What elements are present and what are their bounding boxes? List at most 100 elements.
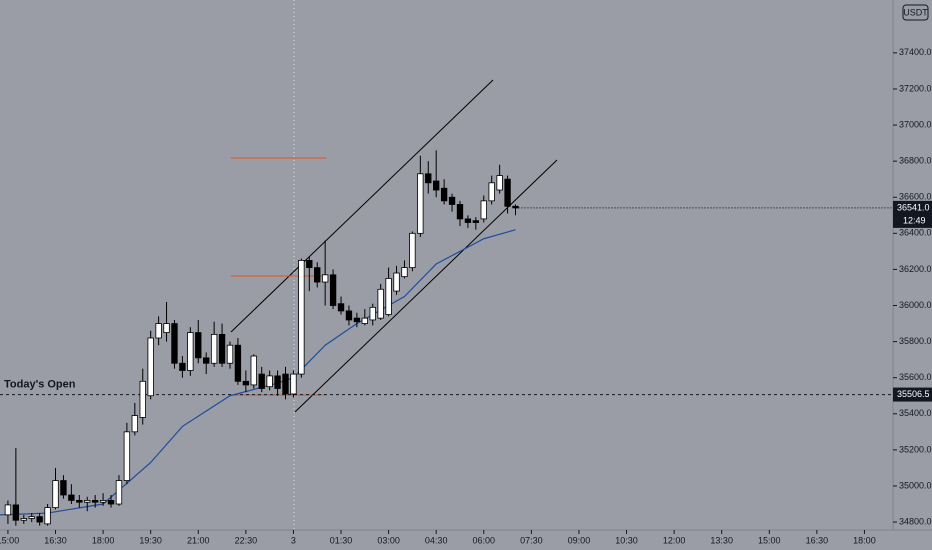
candle-body [433,180,440,191]
moving-average [0,229,516,516]
candle-body [84,500,91,503]
x-tick-label: 15:00 [0,535,19,545]
currency-box [902,4,929,21]
candle-body [440,187,448,202]
candle-body [36,516,43,523]
y-tick-label: 37200.0 [899,83,932,93]
candle-body [218,333,226,364]
todays-open-price: 35506.5 [897,389,930,399]
candle-body [210,333,218,364]
candle-body [480,200,487,220]
candle-body [337,303,345,312]
x-tick-label: 12:00 [663,535,686,545]
channel-upper [230,79,494,333]
candle-body [155,323,162,339]
candle-body [258,373,265,389]
candle-body [187,332,194,371]
x-tick-label: 16:30 [806,535,829,545]
candle-body [345,310,353,321]
candle-body [472,220,480,223]
y-tick-label: 37000.0 [899,119,932,129]
y-tick-label: 35000.0 [899,480,932,490]
candle-body [377,288,384,319]
candle-body [314,267,321,283]
price-label-box [893,200,932,228]
x-tick-label: 15:00 [758,535,781,545]
x-tick-label: 16:30 [44,535,67,545]
candle-body [91,500,99,503]
candle-body [60,480,67,496]
y-tick-label: 35600.0 [899,372,932,382]
x-tick-label: 10:30 [615,535,638,545]
candle-body [68,494,75,501]
candle-body [20,518,27,521]
x-tick-label: 18:00 [92,535,115,545]
x-tick-label: 18:00 [853,535,876,545]
candle-body [195,332,202,359]
y-tick-label: 36000.0 [899,300,932,310]
x-tick-label: 22:30 [235,535,258,545]
candle-body [464,218,472,223]
candle-body [226,344,234,364]
x-tick-label: 01:30 [330,535,353,545]
y-tick-label: 36600.0 [899,192,932,202]
x-tick-label: 07:30 [520,535,543,545]
candle-body [52,480,59,509]
candle-body [488,182,495,202]
channel-lower [294,159,558,413]
candle-body [107,500,115,505]
y-tick-label: 37400.0 [899,47,932,57]
candle-body [99,500,107,503]
todays-open-label: Today's Open [4,378,76,390]
candle-body [496,175,503,191]
candle-body [401,267,408,278]
y-tick-label: 36400.0 [899,228,932,238]
candle-body [250,355,257,386]
candle-body [417,173,424,234]
x-tick-label: 13:30 [710,535,733,545]
candle-body [139,380,146,418]
candle-body [385,278,392,315]
candle-body [242,380,250,386]
x-tick-label: 03:00 [377,535,400,545]
candle-body [4,504,12,516]
x-tick-label: 04:30 [425,535,448,545]
candle-body [171,323,178,364]
currency: USDT [903,7,928,17]
price-label-box [893,387,932,402]
candle-body [298,259,305,375]
candle-body [28,516,35,519]
candle-body [321,274,329,283]
candle-body [353,317,361,323]
candle-body [456,204,464,220]
candle-body [123,431,131,481]
candle-body [306,259,313,269]
candle-body [282,373,289,395]
candle-body [147,337,154,397]
candle-body [393,272,400,292]
candle-body [448,196,456,205]
candle-body [234,344,242,382]
candle-body [163,323,170,333]
candle-body [290,373,297,395]
x-tick-label: 19:30 [139,535,162,545]
x-tick-label: 21:00 [187,535,210,545]
y-tick-label: 36800.0 [899,156,932,166]
candle-body [12,504,20,521]
y-tick-label: 34800.0 [899,516,932,526]
candle-body [76,500,83,503]
countdown: 12:49 [903,215,926,225]
last-price: 36541.0 [897,202,930,212]
candle-body [179,362,186,371]
y-tick-label: 35200.0 [899,444,932,454]
candle-body [274,375,281,389]
candle-body [266,375,273,388]
candle-body [504,178,511,207]
y-tick-label: 35800.0 [899,336,932,346]
candle-body [131,415,138,433]
x-tick-label: 3 [291,535,296,545]
candle-body [329,274,337,306]
x-tick-label: 09:00 [568,535,591,545]
